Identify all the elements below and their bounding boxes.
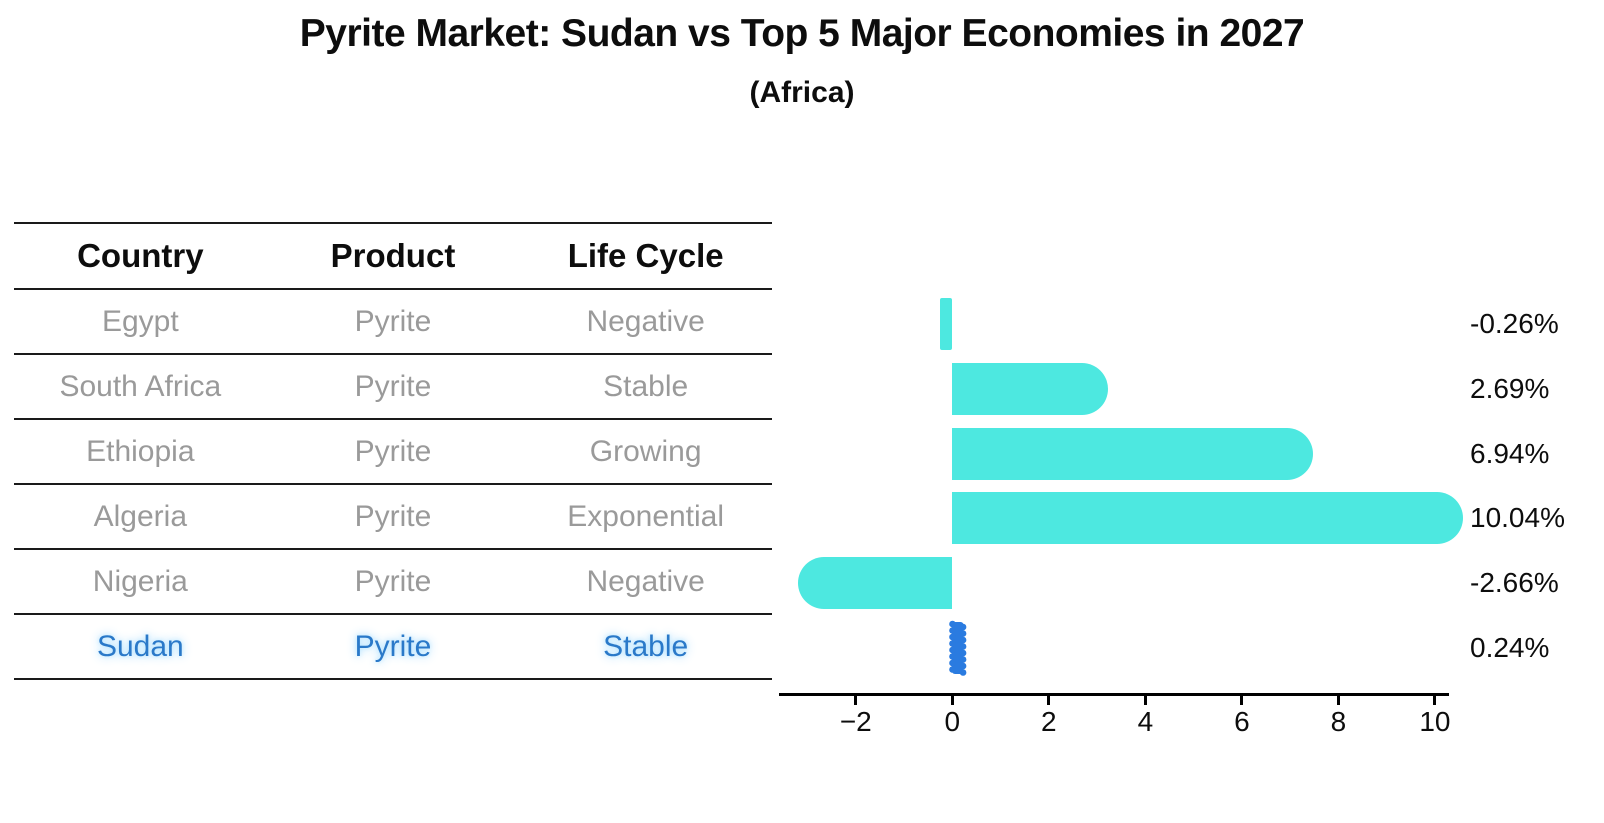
x-axis-line xyxy=(779,693,1449,696)
cell-lifecycle: Stable xyxy=(603,629,689,663)
value-label: 6.94% xyxy=(1470,437,1550,469)
comparison-table: Country Product Life Cycle Egypt Pyrite Ne… xyxy=(14,222,772,680)
cell-lifecycle: Stable xyxy=(603,369,689,403)
column-header-country: Country xyxy=(77,237,204,274)
x-axis-tick xyxy=(854,693,858,705)
table-row: Sudan Pyrite Stable xyxy=(14,614,772,679)
cell-country: Nigeria xyxy=(92,564,188,598)
x-tick-label: 0 xyxy=(944,706,961,737)
cell-lifecycle: Negative xyxy=(586,564,705,598)
cell-country: Sudan xyxy=(96,629,184,663)
table-row: Ethiopia Pyrite Growing xyxy=(14,419,772,484)
x-tick-label: 2 xyxy=(1041,706,1057,737)
cell-country: Ethiopia xyxy=(86,434,195,468)
x-axis-tick xyxy=(1143,693,1147,705)
x-axis-tick xyxy=(1047,693,1051,705)
chart-title: Pyrite Market: Sudan vs Top 5 Major Econ… xyxy=(299,12,1305,55)
bar-algeria xyxy=(952,492,1463,545)
bar-sudan-highlighted xyxy=(947,618,969,683)
x-tick-label: 10 xyxy=(1419,706,1451,737)
x-axis-tick xyxy=(950,693,954,705)
bar-nigeria xyxy=(797,557,953,610)
cell-product: Pyrite xyxy=(354,369,432,403)
x-tick-label: 6 xyxy=(1234,706,1250,737)
cell-country: Egypt xyxy=(101,304,179,338)
x-tick-label: 8 xyxy=(1330,706,1347,737)
bar-south-africa xyxy=(952,362,1109,415)
value-label: 0.24% xyxy=(1470,632,1550,663)
cell-product: Pyrite xyxy=(354,499,432,533)
cell-product: Pyrite xyxy=(354,564,432,598)
table-row: Algeria Pyrite Exponential xyxy=(14,484,772,549)
value-label: 2.69% xyxy=(1470,372,1550,404)
table-header-row: Country Product Life Cycle xyxy=(14,223,772,289)
x-tick-label: −2 xyxy=(839,706,872,737)
chart-subtitle: (Africa) xyxy=(749,76,855,109)
bar-egypt xyxy=(939,298,953,350)
table-row: Egypt Pyrite Negative xyxy=(14,289,772,354)
cell-product: Pyrite xyxy=(354,434,432,468)
table-row: Nigeria Pyrite Negative xyxy=(14,549,772,614)
x-tick-label: 4 xyxy=(1137,706,1154,737)
cell-lifecycle: Exponential xyxy=(567,499,725,533)
x-axis-tick xyxy=(1433,693,1437,705)
x-axis-tick xyxy=(1240,693,1244,705)
column-header-lifecycle: Life Cycle xyxy=(567,237,724,274)
bar-ethiopia xyxy=(952,427,1314,480)
cell-product: Pyrite xyxy=(354,629,432,663)
value-label: -0.26% xyxy=(1470,308,1559,339)
x-axis-tick xyxy=(1336,693,1340,705)
table-row: South Africa Pyrite Stable xyxy=(14,354,772,419)
value-label: 10.04% xyxy=(1470,502,1565,534)
cell-country: South Africa xyxy=(59,369,222,403)
cell-product: Pyrite xyxy=(354,304,432,338)
column-header-product: Product xyxy=(330,237,456,274)
cell-country: Algeria xyxy=(93,499,188,533)
cell-lifecycle: Growing xyxy=(589,434,702,468)
value-label: -2.66% xyxy=(1470,567,1559,599)
cell-lifecycle: Negative xyxy=(586,304,705,338)
